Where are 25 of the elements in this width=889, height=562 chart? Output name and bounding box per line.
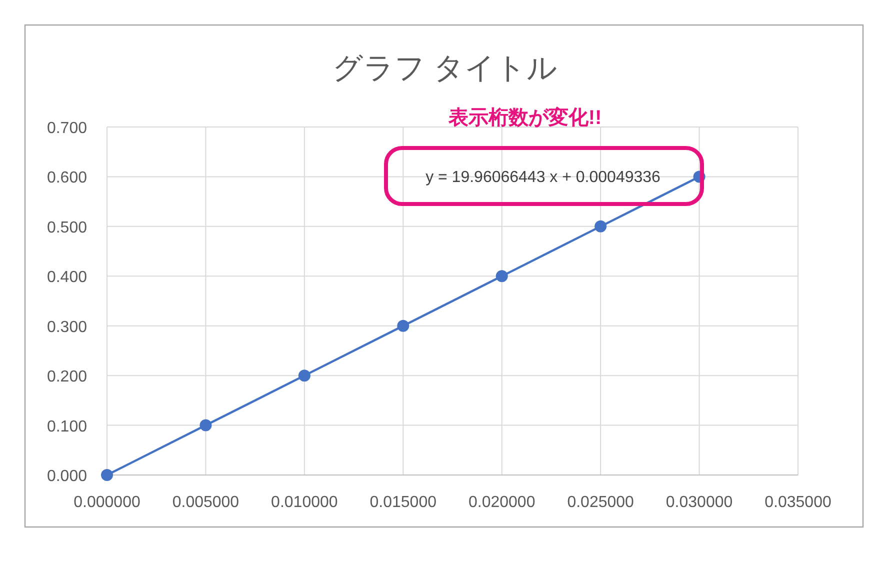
x-tick-label: 0.020000 [468, 494, 536, 511]
point [200, 419, 212, 432]
y-tick-label: 0.100 [46, 418, 88, 436]
point [298, 370, 310, 382]
y-tick-label: 0.700 [46, 120, 88, 137]
x-tick-label: 0.010000 [271, 494, 338, 511]
y-tick-label: 0.600 [46, 170, 88, 187]
point [397, 320, 410, 332]
x-tick-label: 0.030000 [666, 494, 733, 511]
point [496, 270, 508, 282]
annotation: y = 19.96066443 x + 0.00049336 [426, 169, 661, 186]
point [101, 469, 113, 481]
x-tick-label: 0.000000 [74, 494, 140, 511]
x-tick-label: 0.005000 [172, 494, 240, 511]
y-tick-label: 0.300 [46, 318, 88, 336]
y-tick-label: 0.000 [46, 468, 88, 485]
x-tick-label: 0.025000 [567, 494, 634, 511]
x-tick-label: 0.035000 [764, 494, 832, 511]
y-tick-label: 0.400 [46, 269, 88, 286]
x-tick-label: 0.015000 [370, 494, 437, 511]
y-tick-label: 0.500 [46, 219, 88, 236]
y-tick-label: 0.200 [46, 368, 88, 386]
annotation: 表示桁数が変化!! [447, 106, 602, 129]
point [594, 220, 607, 232]
chart-title: グラフ タイトル [332, 52, 558, 85]
